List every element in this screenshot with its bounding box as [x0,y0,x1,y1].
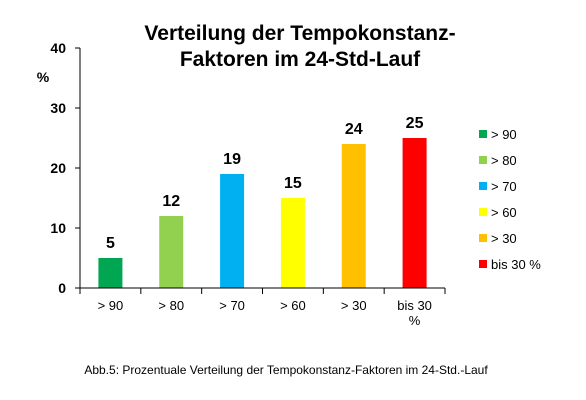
chart-title: Verteilung der Tempokonstanz- Faktoren i… [144,22,455,71]
bar [280,198,305,288]
y-axis: 0 10 20 30 40 [50,40,81,296]
x-tick-label: > 60 [280,298,306,313]
x-tick-label: > 30 [341,298,367,313]
data-label: 24 [345,121,363,138]
legend-label: > 30 [491,231,517,246]
legend-swatch [479,234,487,242]
bar-series [98,138,427,288]
legend-label: bis 30 % [491,257,541,272]
bar [98,258,123,288]
y-tick-label: 40 [50,40,66,56]
legend-swatch [479,156,487,164]
legend-swatch [479,260,487,268]
legend-label: > 60 [491,205,517,220]
data-label: 5 [106,235,115,252]
data-label: 19 [223,151,241,168]
data-label: 12 [162,193,180,210]
x-tick-label: > 80 [158,298,184,313]
x-tick-label: > 70 [219,298,245,313]
chart-title-line-2: Faktoren im 24-Std-Lauf [180,48,421,71]
bar [341,144,366,288]
data-label: 25 [406,115,424,132]
x-tick-label: > 90 [98,298,124,313]
legend-label: > 70 [491,179,517,194]
legend-label: > 80 [491,153,517,168]
bar [159,216,184,288]
chart-title-line-1: Verteilung der Tempokonstanz- [144,22,455,45]
y-tick-label: 30 [50,100,66,116]
y-tick-label: 10 [50,220,66,236]
y-tick-label: 0 [58,280,66,296]
legend: > 90 > 80 > 70 > 60 > 30 bis 30 % [479,127,541,272]
legend-swatch [479,182,487,190]
x-tick-label: bis 30 [397,298,432,313]
data-label: 15 [284,175,302,192]
figure-caption: Abb.5: Prozentuale Verteilung der Tempok… [84,363,488,377]
x-axis: > 90 > 80 > 70 > 60 > 30 bis 30% [79,287,446,328]
data-labels: 5 12 19 15 24 25 [106,115,424,252]
legend-swatch [479,208,487,216]
legend-label: > 90 [491,127,517,142]
y-axis-label: % [37,69,50,85]
bar [220,174,245,288]
legend-swatch [479,130,487,138]
x-tick-label: % [409,313,421,328]
y-tick-label: 20 [50,160,66,176]
bar [402,138,427,288]
